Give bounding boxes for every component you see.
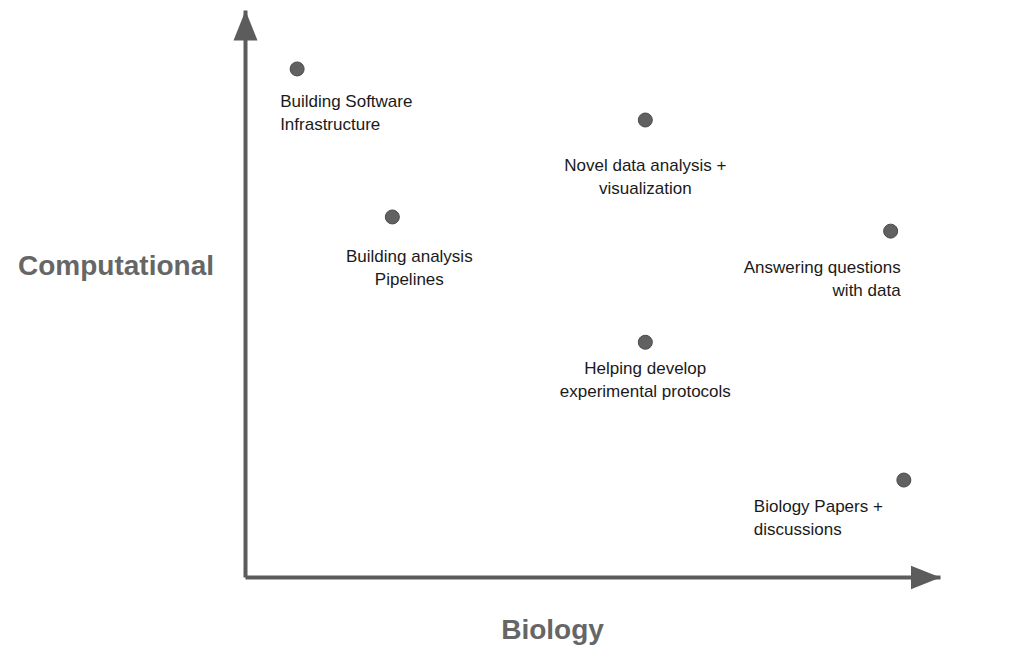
point-label: experimental protocols (560, 382, 731, 401)
point-labels: Building Software Infrastructure Building … (280, 92, 901, 539)
point-label: discussions (754, 520, 842, 539)
point-label: Helping develop (584, 359, 706, 378)
point (884, 224, 898, 238)
point-label: Building analysis (346, 247, 473, 266)
point (638, 113, 652, 127)
point (897, 473, 911, 487)
point-label: with data (832, 281, 902, 300)
point-label: visualization (599, 179, 692, 198)
point-label: Answering questions (744, 258, 901, 277)
x-axis-title: Biology (501, 614, 604, 645)
x-axis-line (246, 576, 941, 580)
point-label: Infrastructure (280, 115, 380, 134)
point-label: Building Software (280, 92, 412, 111)
point-label: Biology Papers + (754, 497, 883, 516)
point-label: Pipelines (375, 270, 444, 289)
chart: Biology Computational Building Software Inf… (0, 0, 1024, 664)
point (385, 210, 399, 224)
y-axis-line (244, 11, 248, 578)
point-label: Novel data analysis + (564, 156, 726, 175)
points (290, 62, 911, 487)
x-axis (246, 577, 941, 578)
point (290, 62, 304, 76)
point (638, 335, 652, 349)
y-axis (245, 11, 246, 578)
y-axis-title: Computational (18, 250, 214, 281)
